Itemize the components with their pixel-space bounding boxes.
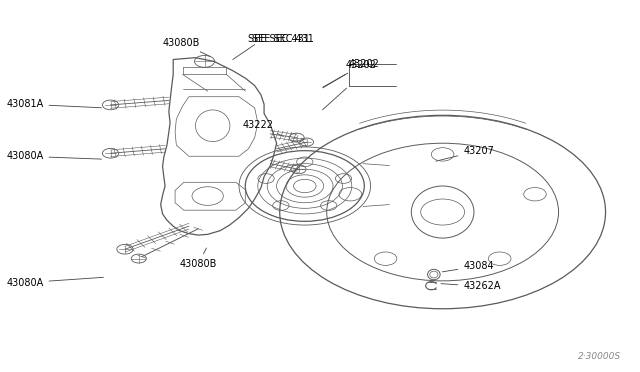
Text: 43080B: 43080B xyxy=(180,248,217,269)
Text: 43080A: 43080A xyxy=(6,151,102,161)
Text: 43080A: 43080A xyxy=(6,278,104,288)
Text: SEE SEC.431: SEE SEC.431 xyxy=(252,34,314,44)
Text: 43207: 43207 xyxy=(436,146,494,161)
Text: 43222: 43222 xyxy=(243,120,284,137)
Text: SEE SEC.431: SEE SEC.431 xyxy=(248,34,310,44)
Text: 43202: 43202 xyxy=(323,59,380,87)
Text: 43080B: 43080B xyxy=(163,38,210,57)
Text: 43202: 43202 xyxy=(323,60,376,88)
Text: 2·30000S: 2·30000S xyxy=(578,352,621,361)
Text: 43262A: 43262A xyxy=(441,282,501,291)
Text: 43081A: 43081A xyxy=(6,99,102,109)
Text: 43084: 43084 xyxy=(442,261,494,272)
